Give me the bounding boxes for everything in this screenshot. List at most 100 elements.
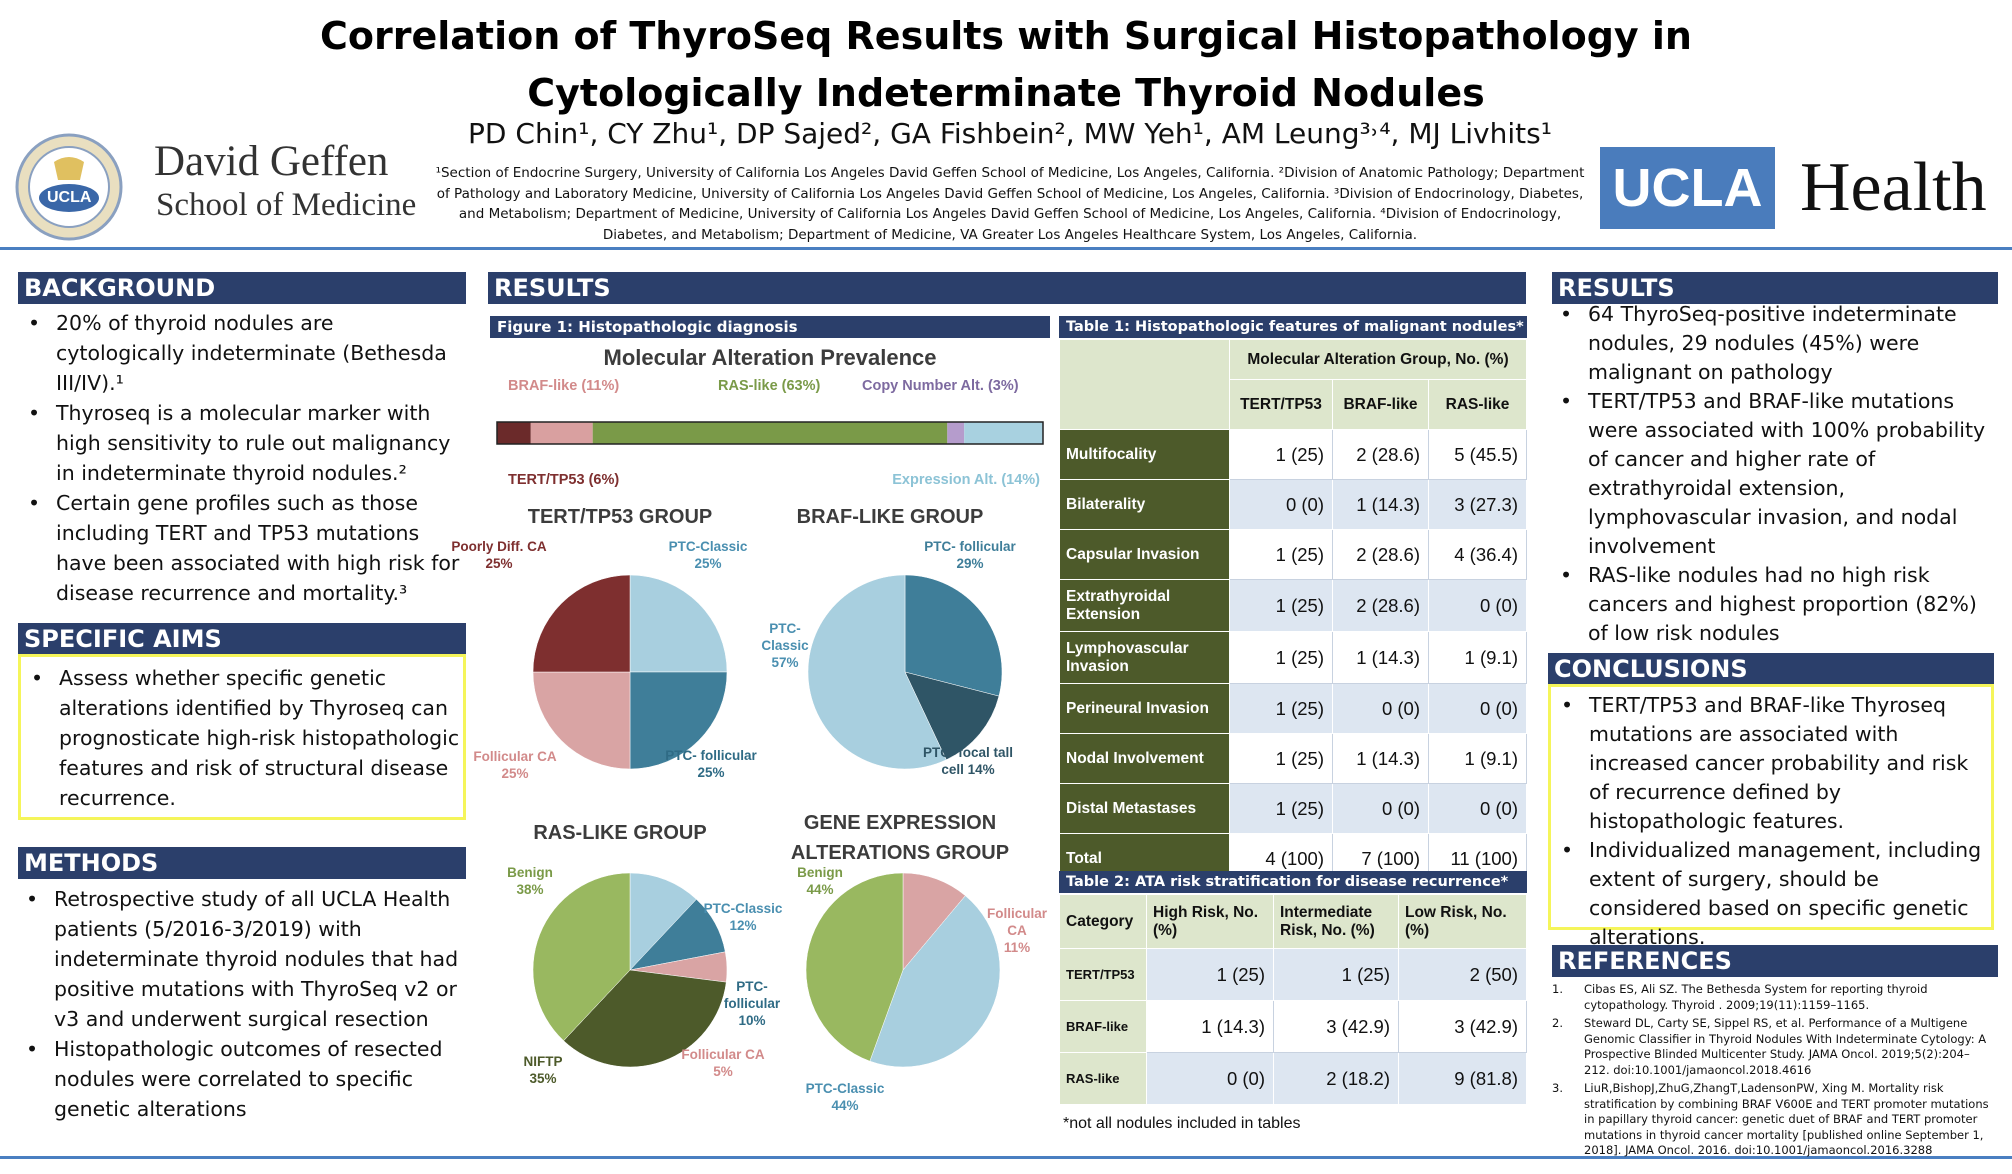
pie-title-braf: BRAF-LIKE GROUP: [796, 506, 984, 528]
table-2-col: High Risk, No. (%): [1146, 894, 1274, 949]
pie-label: Benign 38%: [507, 865, 553, 897]
aims-box: Assess whether specific genetic alterati…: [18, 654, 466, 820]
affiliations: ¹Section of Endocrine Surgery, Universit…: [435, 165, 1585, 243]
table-2-row-label: BRAF-like: [1059, 1000, 1147, 1053]
table-2-cell: 3 (42.9): [1273, 1000, 1399, 1053]
table-1-col: RAS-like: [1428, 379, 1527, 430]
aims-item: Assess whether specific genetic alterati…: [21, 663, 463, 813]
table-1-row-label: Lymphovascular Invasion: [1059, 631, 1230, 684]
table-1-row: Distal Metastases 1 (25) 0 (0) 0 (0): [1059, 783, 1527, 834]
table-1-group-header: Molecular Alteration Group, No. (%): [1229, 339, 1527, 380]
pie-slice: [904, 574, 1003, 697]
pie-label: PTC- focal tall cell 14%: [922, 745, 1013, 777]
table-1-row: Lymphovascular Invasion 1 (25) 1 (14.3) 1 (…: [1059, 631, 1527, 684]
methods-item: Histopathologic outcomes of resected nod…: [16, 1034, 468, 1124]
title-line-2: Cytologically Indeterminate Thyroid Nodu…: [527, 71, 1485, 115]
bar-segment: [497, 422, 531, 444]
table-2-header: Table 2: ATA risk stratification for dis…: [1059, 871, 1527, 893]
table-1-cell: 1 (9.1): [1428, 631, 1527, 684]
table-1-row: Capsular Invasion 1 (25) 2 (28.6) 4 (36.4): [1059, 529, 1527, 580]
results-header: RESULTS: [488, 272, 1526, 304]
pie-label: PTC- follicular 29%: [924, 539, 1016, 571]
pie-slice: [629, 574, 728, 673]
table-1-cell: 1 (14.3): [1332, 733, 1429, 784]
bar-segment: [947, 422, 965, 444]
table-1-cell: 0 (0): [1332, 783, 1429, 834]
molecular-prevalence-chart: [496, 421, 1044, 445]
aims-header: SPECIFIC AIMS: [18, 623, 466, 655]
table-1-cell: 1 (14.3): [1332, 479, 1429, 530]
table-2-cell: 0 (0): [1146, 1052, 1274, 1105]
bar-label: Expression Alt. (14%): [892, 472, 1040, 488]
pie-label: Poorly Diff. CA 25%: [451, 539, 547, 571]
table-2-cell: 2 (18.2): [1273, 1052, 1399, 1105]
table-1-row: Bilaterality 0 (0) 1 (14.3) 3 (27.3): [1059, 479, 1527, 530]
pie-slice: [869, 895, 1001, 1068]
table-1-corner: [1059, 339, 1230, 430]
table-2-col: Category: [1059, 894, 1147, 949]
conclusions-box: TERT/TP53 and BRAF-like Thyroseq mutatio…: [1548, 684, 1994, 949]
table-1-cell: 2 (28.6): [1332, 579, 1429, 632]
pie-title-tert: TERT/TP53 GROUP: [527, 506, 713, 528]
reference-item: 3. LiuR,BishopJ,ZhuG,ZhangT,LadensonPW, X…: [1552, 1081, 1989, 1157]
pie-title-ras: RAS-LIKE GROUP: [533, 822, 707, 844]
table-1-col: BRAF-like: [1332, 379, 1429, 430]
table-1-cell: 1 (9.1): [1428, 733, 1527, 784]
table-2-row: TERT/TP53 1 (25) 1 (25) 2 (50): [1059, 948, 1527, 1001]
table-1-cell: 1 (25): [1229, 631, 1333, 684]
table-1-row-label: Perineural Invasion: [1059, 683, 1230, 734]
references-list: 1. Cibas ES, Ali SZ. The Bethesda System …: [1552, 982, 1992, 1162]
table-1-cell: 1 (25): [1229, 783, 1333, 834]
methods-item: Retrospective study of all UCLA Health p…: [16, 884, 468, 1034]
bar-segment: [592, 422, 948, 444]
table-1-col: TERT/TP53: [1229, 379, 1333, 430]
figure-1-header: Figure 1: Histopathologic diagnosis: [490, 316, 1050, 338]
table-1-row-label: Extrathyroidal Extension: [1059, 579, 1230, 632]
ucla-box-logo: UCLA: [1600, 147, 1775, 229]
table-1-header: Table 1: Histopathologic features of mal…: [1059, 316, 1527, 338]
table-2-cell: 9 (81.8): [1398, 1052, 1527, 1105]
pie-label: PTC- follicular 25%: [665, 748, 757, 780]
bar-label: TERT/TP53 (6%): [508, 472, 620, 488]
pie-label: Benign 44%: [797, 865, 843, 897]
authors: PD Chin¹, CY Zhu¹, DP Sajed², GA Fishbei…: [468, 117, 1552, 150]
logo-line-1: David Geffen: [154, 138, 389, 185]
table-1-row-label: Bilaterality: [1059, 479, 1230, 530]
table-1-row: Multifocality 1 (25) 2 (28.6) 5 (45.5): [1059, 429, 1527, 480]
methods-header: METHODS: [18, 847, 466, 879]
results-item: TERT/TP53 and BRAF-like mutations were a…: [1550, 387, 2002, 561]
table-1-cell: 2 (28.6): [1332, 529, 1429, 580]
bar-label: BRAF-like (11%): [508, 378, 620, 394]
table-2-row-label: RAS-like: [1059, 1052, 1147, 1105]
bar-label: Copy Number Alt. (3%): [862, 378, 1019, 394]
table-2-cell: 3 (42.9): [1398, 1000, 1527, 1053]
pie-slice: [532, 872, 631, 1042]
table-2-row: RAS-like 0 (0) 2 (18.2) 9 (81.8): [1059, 1052, 1527, 1105]
bar-segment: [530, 422, 593, 444]
table-1-row-label: Nodal Involvement: [1059, 733, 1230, 784]
pie-label: PTC- follicular 10%: [723, 979, 781, 1028]
pie-slice: [629, 671, 728, 770]
bar-segment: [964, 422, 1043, 444]
reference-item: 2. Steward DL, Carty SE, Sippel RS, et al…: [1552, 1016, 1987, 1077]
table-1-cell: 1 (25): [1229, 529, 1333, 580]
table-1-cell: 5 (45.5): [1428, 429, 1527, 480]
pie-slice: [532, 671, 631, 770]
table-1-row-label: Capsular Invasion: [1059, 529, 1230, 580]
pie-label: PTC- Classic 57%: [761, 621, 809, 670]
table-2-col: Low Risk, No. (%): [1398, 894, 1527, 949]
pie-label: NIFTP 35%: [523, 1054, 563, 1086]
health-wordmark: Health: [1800, 149, 1987, 226]
pie-slice: [629, 872, 697, 971]
conclusions-item: TERT/TP53 and BRAF-like Thyroseq mutatio…: [1551, 691, 1991, 836]
table-1-row-label: Multifocality: [1059, 429, 1230, 480]
table-1-cell: 4 (36.4): [1428, 529, 1527, 580]
table-1-cell: 1 (25): [1229, 683, 1333, 734]
pie-slice: [532, 574, 631, 673]
table-footnote: *not all nodules included in tables: [1063, 1115, 1301, 1132]
background-list: 20% of thyroid nodules are cytologically…: [18, 308, 466, 608]
table-2: Category High Risk, No. (%) Intermediate…: [1059, 894, 1527, 1105]
reference-item: 1. Cibas ES, Ali SZ. The Bethesda System …: [1552, 982, 1928, 1012]
geffen-logo: UCLA David Geffen School of Medicine: [14, 132, 424, 242]
results-item: 64 ThyroSeq-positive indeterminate nodul…: [1550, 300, 2002, 387]
